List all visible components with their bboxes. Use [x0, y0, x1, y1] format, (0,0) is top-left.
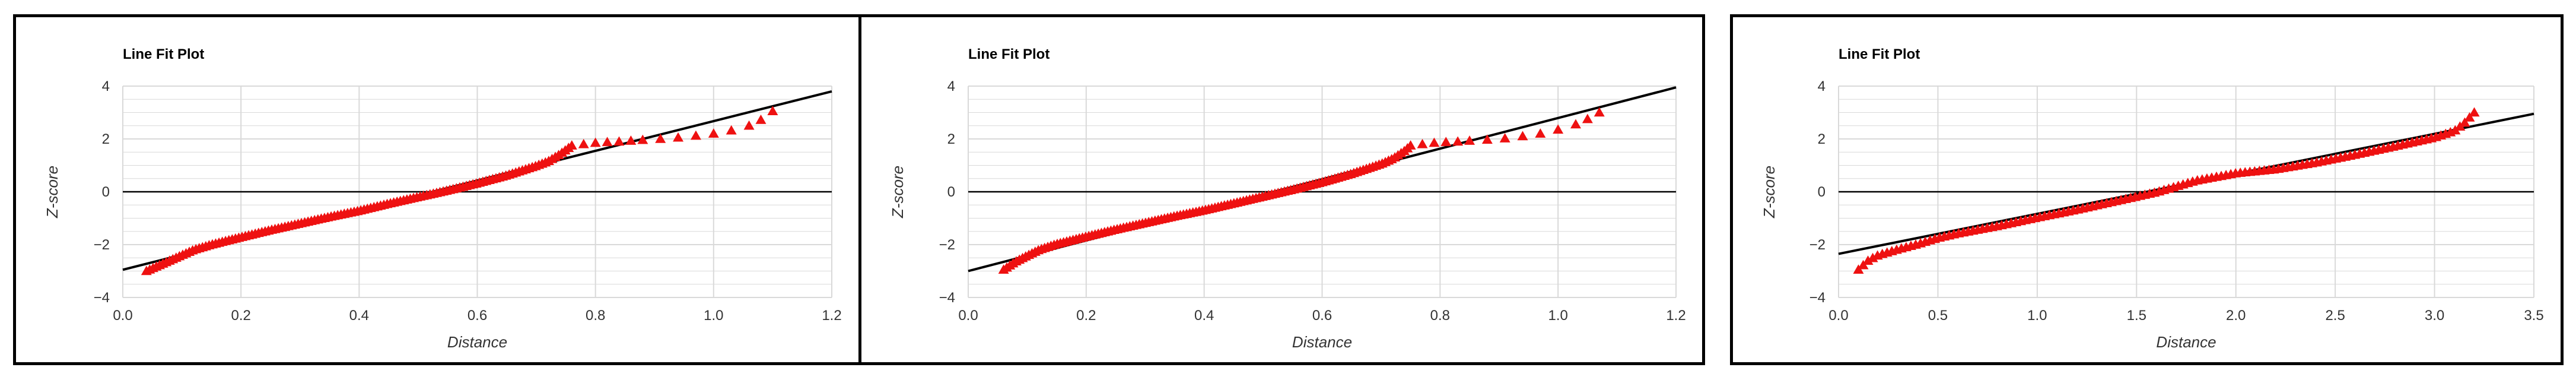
chart-2-ytick-label: 0	[947, 184, 955, 200]
chart-3-ytick-label: 0	[1818, 184, 1826, 200]
chart-3-y-axis-label: Z-score	[1760, 166, 1778, 218]
chart-2-ytick-label: 4	[947, 78, 955, 94]
chart-3-ytick-label: −4	[1809, 290, 1826, 306]
chart-3-xtick-label: 0.5	[1928, 308, 1948, 324]
chart-1-data-point	[590, 137, 601, 147]
chart-1-data-point	[743, 120, 755, 130]
chart-2-xtick-label: 0.6	[1312, 308, 1332, 324]
chart-1-xtick-label: 0.6	[468, 308, 487, 324]
chart-3-xtick-label: 3.5	[2524, 308, 2543, 324]
chart-1-data-point	[690, 130, 701, 140]
chart-3-data-point	[1862, 255, 1874, 265]
chart-1-data-point	[673, 132, 684, 142]
chart-1-ytick-label: 2	[102, 131, 110, 147]
chart-2-data-point	[1440, 137, 1452, 147]
chart-1-x-axis-label: Distance	[447, 333, 507, 351]
chart-3-x-axis-label: Distance	[2156, 333, 2216, 351]
chart-1-ytick-label: 0	[102, 184, 110, 200]
chart-3-xtick-label: 0.0	[1828, 308, 1848, 324]
chart-1-data-point	[613, 136, 625, 146]
chart-3-xtick-label: 1.0	[2027, 308, 2047, 324]
chart-1-data-point	[578, 138, 589, 148]
chart-3-xtick-label: 2.0	[2226, 308, 2246, 324]
chart-2-data-point	[1582, 113, 1593, 124]
chart-1-ytick-label: −4	[94, 290, 110, 306]
chart-3-xtick-label: 3.0	[2425, 308, 2444, 324]
chart-1-xtick-label: 0.8	[586, 308, 605, 324]
chart-2-ytick-label: −4	[939, 290, 955, 306]
chart-2-xtick-label: 1.2	[1666, 308, 1685, 324]
chart-2-ytick-label: 2	[947, 131, 955, 147]
chart-2-title: Line Fit Plot	[968, 46, 1050, 62]
chart-2-x-axis-label: Distance	[1292, 333, 1352, 351]
chart-1-xtick-label: 0.4	[349, 308, 369, 324]
chart-2-data-point	[1570, 119, 1581, 129]
chart-svg-1: Line Fit Plot 4 2 0 −2 −40.0 0.2 0.4 0.6 0.8 1.0 1.…	[43, 46, 842, 351]
chart-1-data-point	[726, 125, 737, 135]
chart-1-data-point	[708, 128, 719, 138]
chart-3-ytick-label: −2	[1809, 237, 1826, 253]
chart-1-data-point	[602, 137, 613, 147]
chart-2-data-point	[1405, 140, 1416, 150]
chart-3-title: Line Fit Plot	[1839, 46, 1920, 62]
chart-1-title: Line Fit Plot	[123, 46, 204, 62]
chart-2-xtick-label: 0.0	[958, 308, 978, 324]
chart-3-data-point	[2464, 112, 2475, 122]
chart-2-data-point	[1464, 135, 1475, 145]
chart-1-xtick-label: 1.0	[704, 308, 723, 324]
chart-3-data-point	[2459, 117, 2470, 127]
chart-2-xtick-label: 0.2	[1076, 308, 1096, 324]
chart-2-xtick-label: 0.4	[1194, 308, 1214, 324]
chart-2-ytick-label: −2	[939, 237, 955, 253]
chart-1-data-point	[655, 134, 666, 143]
chart-2-data-point	[1499, 133, 1510, 142]
chart-panel-1: Line Fit Plot 4 2 0 −2 −4 0.0 0.2 0.4 0.6 0.8 1.0 1.…	[13, 14, 861, 365]
chart-panel-2: Line Fit Plot 4 2 0 −2 −4 0.0 0.2 0.4 0.6 0.8 1.0 1.…	[858, 14, 1705, 365]
chart-panel-3: Line Fit Plot 4 2 0 −2 −4 0.0 0.5 1.0 1.5 2.0 2.5 3.…	[1730, 14, 2564, 365]
chart-1-ytick-label: 4	[102, 78, 110, 94]
chart-2-data-point	[1429, 137, 1440, 147]
chart-1-xtick-label: 0.0	[113, 308, 132, 324]
chart-svg-2: Line Fit Plot 4 2 0 −2 −40.0 0.2 0.4 0.6 0.8 1.0 1.…	[889, 46, 1686, 351]
chart-1-data-point	[566, 140, 577, 150]
chart-3-ytick-label: 2	[1818, 131, 1826, 147]
chart-2-data-point	[1452, 136, 1464, 146]
chart-svg-3: Line Fit Plot 4 2 0 −2 −40.0 0.5 1.0 1.5 2.0 2.5 3.…	[1760, 46, 2544, 351]
chart-3-xtick-label: 1.5	[2127, 308, 2146, 324]
chart-1-data-point	[755, 114, 767, 124]
chart-1-xtick-label: 1.2	[822, 308, 841, 324]
chart-2-data-point	[1481, 134, 1493, 144]
chart-2-y-axis-label: Z-score	[889, 166, 907, 218]
chart-2-data-point	[1594, 107, 1605, 117]
chart-1-data-point	[625, 135, 637, 145]
chart-2-xtick-label: 1.0	[1548, 308, 1567, 324]
chart-1-y-axis-label: Z-score	[43, 166, 61, 218]
chart-1-data-point	[637, 134, 648, 144]
chart-3-data-point	[1867, 252, 1878, 262]
chart-1-xtick-label: 0.2	[231, 308, 250, 324]
chart-2-xtick-label: 0.8	[1430, 308, 1450, 324]
chart-3-xtick-label: 2.5	[2325, 308, 2345, 324]
chart-1-ytick-label: −2	[94, 237, 110, 253]
chart-2-data-point	[1517, 131, 1528, 141]
chart-3-ytick-label: 4	[1818, 78, 1826, 94]
chart-2-data-point	[1417, 138, 1428, 148]
chart-2-data-point	[1553, 124, 1564, 134]
chart-3-data-point	[2469, 107, 2480, 117]
chart-1-data-point	[767, 106, 778, 116]
chart-2-data-point	[1535, 128, 1546, 138]
